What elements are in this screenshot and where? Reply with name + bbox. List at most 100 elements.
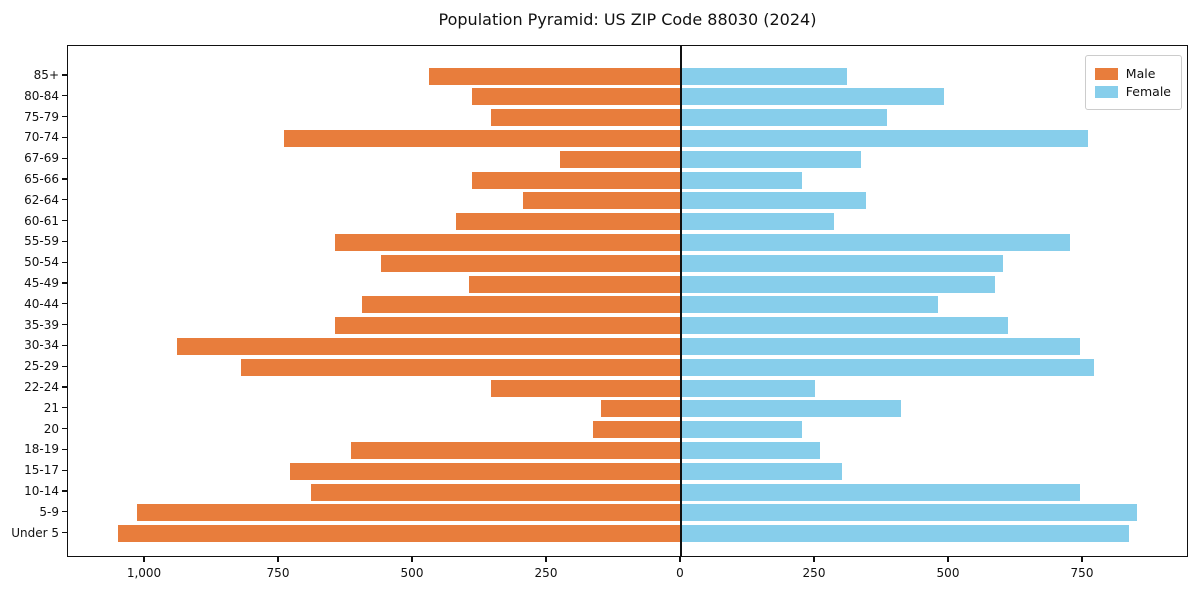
bar-male-10-14 — [311, 483, 681, 501]
bar-female-30-34 — [681, 337, 1081, 355]
zero-axis-line — [680, 46, 682, 556]
plot-area: Male Female — [67, 45, 1188, 557]
ytick-mark-70-74 — [62, 136, 67, 139]
ytick-label-25-29: 25-29 — [24, 359, 59, 374]
ytick-label-85+: 85+ — [33, 68, 59, 82]
ytick-label-22-24: 22-24 — [24, 380, 59, 394]
chart-title: Population Pyramid: US ZIP Code 88030 (2… — [438, 10, 817, 29]
ytick-mark-80-84 — [62, 95, 67, 97]
bar-male-30-34 — [177, 337, 681, 355]
bar-female-21 — [681, 400, 901, 418]
bar-female-18-19 — [681, 441, 821, 459]
bar-male-21 — [600, 400, 681, 418]
bar-female-15-17 — [681, 462, 842, 480]
legend-female-label: Female — [1125, 84, 1171, 99]
bar-female-20 — [681, 421, 802, 439]
bar-male-67-69 — [560, 150, 681, 168]
xtick-label-250: 250 — [534, 566, 558, 580]
ytick-mark-15-17 — [62, 469, 67, 471]
ytick-label-67-69: 67-69 — [24, 151, 59, 166]
xtick-label-0: 0 — [676, 566, 684, 580]
ytick-mark-5-9 — [62, 511, 67, 513]
bar-female-35-39 — [681, 317, 1008, 335]
bar-male-65-66 — [471, 171, 681, 189]
bar-male-45-49 — [469, 275, 681, 293]
bar-female-Under 5 — [681, 525, 1129, 543]
ytick-mark-18-19 — [62, 448, 67, 451]
ytick-label-50-54: 50-54 — [24, 255, 59, 270]
bar-male-20 — [592, 421, 681, 439]
legend-entry-male: Male — [1094, 66, 1171, 81]
ytick-label-18-19: 18-19 — [24, 442, 59, 457]
ytick-mark-22-24 — [62, 386, 67, 388]
ytick-label-20: 20 — [43, 421, 59, 436]
bar-male-85+ — [429, 67, 681, 85]
bar-male-62-64 — [522, 192, 681, 210]
bar-male-50-54 — [380, 254, 681, 272]
xtick-mark-1,000 — [143, 557, 145, 562]
ytick-mark-40-44 — [62, 303, 67, 305]
bar-female-25-29 — [681, 358, 1094, 376]
bar-male-55-59 — [335, 233, 681, 251]
bar-male-25-29 — [241, 358, 681, 376]
bar-female-60-61 — [681, 213, 834, 231]
ytick-label-30-34: 30-34 — [24, 338, 59, 353]
xtick-mark-0 — [679, 557, 681, 562]
ytick-mark-45-49 — [62, 282, 67, 284]
bar-male-35-39 — [335, 317, 681, 335]
ytick-label-55-59: 55-59 — [24, 234, 59, 249]
xtick-label-750: 750 — [266, 566, 290, 580]
bar-female-65-66 — [681, 171, 802, 189]
ytick-label-75-79: 75-79 — [24, 109, 59, 124]
bar-female-40-44 — [681, 296, 939, 314]
bar-female-22-24 — [681, 379, 815, 397]
bar-male-75-79 — [490, 109, 681, 127]
legend-entry-female: Female — [1094, 84, 1171, 99]
bar-female-70-74 — [681, 129, 1089, 147]
xtick-mark-250 — [545, 557, 547, 562]
ytick-mark-30-34 — [62, 344, 67, 347]
xtick-mark-500 — [947, 557, 949, 562]
bar-female-75-79 — [681, 109, 888, 127]
xtick-mark-250 — [813, 557, 815, 562]
ytick-mark-50-54 — [62, 261, 67, 263]
bar-female-62-64 — [681, 192, 866, 210]
bar-male-15-17 — [289, 462, 681, 480]
ytick-label-70-74: 70-74 — [24, 130, 59, 145]
ytick-label-15-17: 15-17 — [24, 463, 59, 478]
bar-female-10-14 — [681, 483, 1081, 501]
ytick-mark-25-29 — [62, 365, 67, 367]
xtick-label-750: 750 — [1070, 566, 1094, 580]
xtick-label-500: 500 — [400, 566, 424, 580]
ytick-mark-Under 5 — [62, 531, 67, 534]
ytick-label-21: 21 — [43, 400, 59, 415]
female-color-swatch — [1094, 85, 1118, 98]
bar-male-60-61 — [455, 213, 681, 231]
bar-female-80-84 — [681, 88, 944, 106]
bar-female-5-9 — [681, 504, 1137, 522]
ytick-label-40-44: 40-44 — [24, 296, 59, 311]
ytick-label-35-39: 35-39 — [24, 317, 59, 332]
ytick-mark-60-61 — [62, 219, 67, 222]
ytick-label-Under 5: Under 5 — [11, 525, 59, 540]
bar-male-22-24 — [490, 379, 681, 397]
ytick-mark-10-14 — [62, 490, 67, 492]
xtick-mark-750 — [277, 557, 279, 562]
bar-male-Under 5 — [118, 525, 681, 543]
xtick-label-500: 500 — [936, 566, 960, 580]
ytick-mark-20 — [62, 427, 67, 430]
bar-male-18-19 — [351, 441, 681, 459]
bar-female-45-49 — [681, 275, 995, 293]
bar-female-85+ — [681, 67, 848, 85]
ytick-label-60-61: 60-61 — [24, 213, 59, 228]
xtick-label-1,000: 1,000 — [126, 566, 162, 580]
ytick-mark-65-66 — [62, 178, 67, 180]
ytick-mark-75-79 — [62, 115, 67, 118]
ytick-mark-21 — [62, 407, 67, 409]
bar-male-70-74 — [284, 129, 681, 147]
ytick-mark-35-39 — [62, 323, 67, 326]
ytick-label-80-84: 80-84 — [24, 88, 59, 103]
xtick-mark-750 — [1081, 557, 1083, 562]
bar-female-55-59 — [681, 233, 1070, 251]
xtick-mark-500 — [411, 557, 413, 562]
